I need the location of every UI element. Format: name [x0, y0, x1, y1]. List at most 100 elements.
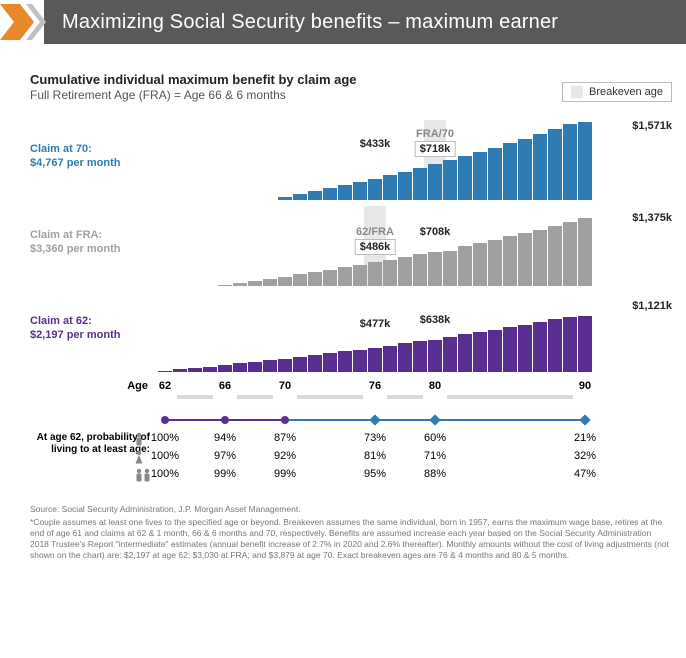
- prob-cell: 47%: [574, 468, 596, 480]
- prob-connector: [375, 419, 435, 421]
- bar: [428, 164, 442, 200]
- bar: [398, 257, 412, 286]
- bar: [548, 129, 562, 200]
- bar: [323, 353, 337, 372]
- bar: [293, 194, 307, 200]
- bar: [548, 319, 562, 372]
- axis-segment: [237, 395, 273, 399]
- bar: [518, 325, 532, 372]
- bar-group: $433kFRA/70$718k$1,571k: [158, 120, 672, 200]
- axis-tick: 70: [279, 380, 291, 392]
- bar: [308, 355, 322, 372]
- bar: [263, 360, 277, 372]
- bar: [158, 371, 172, 372]
- prob-markers: [158, 416, 672, 426]
- prob-cell: 95%: [364, 468, 386, 480]
- prob-marker: [221, 416, 229, 424]
- bar: [338, 185, 352, 200]
- axis-tick: 66: [219, 380, 231, 392]
- person-icon: [134, 468, 144, 482]
- bar: [218, 365, 232, 372]
- prob-cell: 92%: [274, 450, 296, 462]
- bar: [548, 226, 562, 286]
- bar: [398, 172, 412, 200]
- bar: [173, 369, 187, 372]
- axis-tick: 90: [579, 380, 591, 392]
- chart-rowFRA: Claim at FRA:$3,360 per month62/FRA$486k…: [30, 200, 672, 286]
- bar: [488, 240, 502, 286]
- bar: [353, 350, 367, 372]
- axis-segment: [177, 395, 213, 399]
- chart-rows: Claim at 70:$4,767 per month$433kFRA/70$…: [30, 114, 672, 372]
- bar: [293, 357, 307, 372]
- age-axis: Age 626670768090: [30, 380, 672, 402]
- bar: [473, 332, 487, 372]
- bar: [533, 322, 547, 372]
- prob-cell: 60%: [424, 432, 446, 444]
- prob-cell: 73%: [364, 432, 386, 444]
- slide-header: Maximizing Social Security benefits – ma…: [0, 0, 686, 44]
- bar: [263, 279, 277, 286]
- bar: [503, 327, 517, 372]
- bar: [353, 182, 367, 200]
- prob-cell: 87%: [274, 432, 296, 444]
- bar: [308, 191, 322, 200]
- axis-segment: [447, 395, 573, 399]
- bar: [368, 262, 382, 286]
- bar: [383, 260, 397, 286]
- bar: [578, 122, 592, 200]
- prob-marker: [281, 416, 289, 424]
- chart-row70: Claim at 70:$4,767 per month$433kFRA/70$…: [30, 114, 672, 200]
- page-title: Maximizing Social Security benefits – ma…: [44, 11, 558, 34]
- prob-connector: [435, 419, 585, 421]
- bar: [413, 168, 427, 200]
- bar: [488, 148, 502, 200]
- footnote: Source: Social Security Administration, …: [30, 504, 672, 561]
- bar: [518, 139, 532, 200]
- prob-cell: 71%: [424, 450, 446, 462]
- bar: [278, 359, 292, 372]
- axis-tick: 76: [369, 380, 381, 392]
- bar: [368, 179, 382, 200]
- axis-label-age: Age: [30, 380, 158, 392]
- prob-connector: [165, 419, 225, 421]
- chevron-icon: [0, 0, 44, 44]
- bar: [488, 330, 502, 372]
- bar: [473, 152, 487, 200]
- prob-marker: [579, 414, 590, 425]
- bar: [563, 317, 577, 372]
- bar: [563, 124, 577, 200]
- bar: [383, 346, 397, 373]
- bar: [323, 188, 337, 200]
- prob-marker: [161, 416, 169, 424]
- bar: [233, 283, 247, 286]
- series-label: Claim at 70:$4,767 per month: [30, 143, 158, 171]
- bar: [428, 252, 442, 286]
- prob-cell: 97%: [214, 450, 236, 462]
- bar: [443, 251, 457, 286]
- legend-label: Breakeven age: [589, 86, 663, 98]
- bar: [338, 351, 352, 372]
- prob-connector: [225, 419, 285, 421]
- probability-grid: 100%94%87%73%60%21%100%97%92%81%71%32%10…: [158, 432, 672, 486]
- bar: [503, 143, 517, 200]
- series-label: Claim at 62:$2,197 per month: [30, 315, 158, 343]
- bar: [428, 340, 442, 372]
- bar: [278, 197, 292, 200]
- bar: [218, 285, 232, 286]
- bar: [563, 222, 577, 286]
- bar: [323, 270, 337, 286]
- probability-table: At age 62, probability of living to at l…: [30, 432, 672, 486]
- prob-cell: 81%: [364, 450, 386, 462]
- prob-cell: 99%: [274, 468, 296, 480]
- bar: [308, 272, 322, 286]
- prob-cell: 100%: [151, 468, 179, 480]
- axis-segment: [297, 395, 363, 399]
- bar: [533, 134, 547, 200]
- bar: [248, 362, 262, 372]
- prob-cell: 32%: [574, 450, 596, 462]
- content-area: Cumulative individual maximum benefit by…: [0, 44, 686, 571]
- axis-area: 626670768090: [158, 380, 672, 402]
- bar: [233, 363, 247, 372]
- bar: [413, 341, 427, 372]
